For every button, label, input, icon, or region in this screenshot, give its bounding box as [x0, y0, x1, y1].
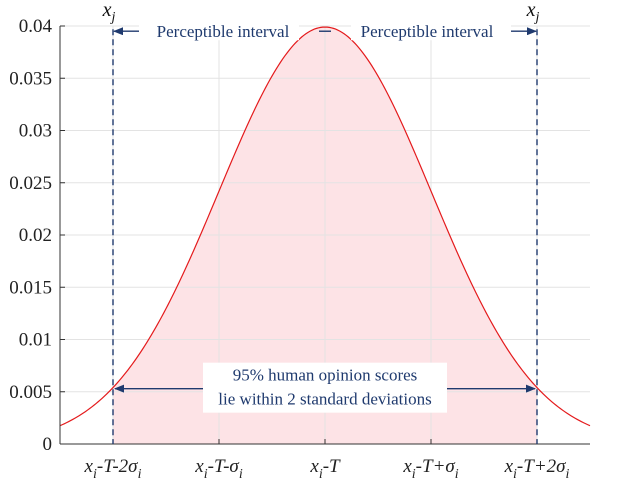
y-tick-label: 0.015	[9, 277, 52, 298]
interval-label-left: Perceptible interval	[157, 22, 290, 41]
interval-label-left-bg	[139, 20, 299, 41]
center-text-bg	[203, 362, 447, 413]
y-tick-label: 0.025	[9, 173, 52, 194]
interval-label-right: Perceptible interval	[361, 22, 494, 41]
annotation-layer: xj xj Perceptible interval Perceptible inte…	[102, 0, 540, 444]
x-tick-label: xi-T-2σi	[84, 456, 142, 482]
xj-label-right: xj	[526, 0, 540, 25]
x-tick-label: xi-T+σi	[402, 456, 458, 482]
interval-label-right-bg	[351, 20, 511, 41]
y-tick-label: 0	[43, 434, 53, 455]
xj-label-left: xj	[102, 0, 116, 25]
center-text-line2: lie within 2 standard deviations	[218, 390, 431, 409]
normal-curve	[59, 26, 591, 427]
y-tick-label: 0.01	[19, 330, 52, 351]
curve-layer	[59, 26, 591, 427]
y-tick-label: 0.02	[19, 225, 52, 246]
center-text-line1: 95% human opinion scores	[233, 366, 418, 385]
x-tick-label: xi-T	[309, 456, 341, 482]
y-tick-label: 0.03	[19, 121, 52, 142]
x-tick-label: xi-T-σi	[194, 456, 243, 482]
y-tick-label: 0.005	[9, 382, 52, 403]
y-tick-label: 0.035	[9, 68, 52, 89]
y-tick-label: 0.04	[19, 16, 53, 37]
axis-layer: 0 0.005 0.01 0.015 0.02 0.025 0.03 0.035 0.04 xi-…	[9, 16, 590, 482]
x-tick-label: xi-T+2σi	[504, 456, 570, 482]
